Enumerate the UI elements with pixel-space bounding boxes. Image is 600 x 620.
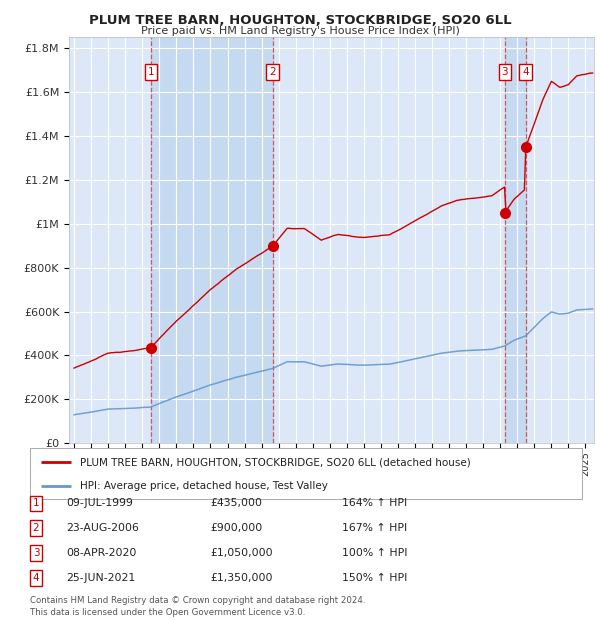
- Text: 25-JUN-2021: 25-JUN-2021: [66, 573, 135, 583]
- Text: 2: 2: [269, 67, 276, 77]
- Text: £435,000: £435,000: [210, 498, 262, 508]
- Text: PLUM TREE BARN, HOUGHTON, STOCKBRIDGE, SO20 6LL (detached house): PLUM TREE BARN, HOUGHTON, STOCKBRIDGE, S…: [80, 458, 470, 467]
- Text: 1: 1: [32, 498, 40, 508]
- Text: 23-AUG-2006: 23-AUG-2006: [66, 523, 139, 533]
- Text: PLUM TREE BARN, HOUGHTON, STOCKBRIDGE, SO20 6LL: PLUM TREE BARN, HOUGHTON, STOCKBRIDGE, S…: [89, 14, 511, 27]
- Text: HPI: Average price, detached house, Test Valley: HPI: Average price, detached house, Test…: [80, 481, 328, 491]
- Text: Contains HM Land Registry data © Crown copyright and database right 2024.
This d: Contains HM Land Registry data © Crown c…: [30, 596, 365, 617]
- Text: 4: 4: [523, 67, 529, 77]
- Text: 08-APR-2020: 08-APR-2020: [66, 548, 136, 558]
- Text: £900,000: £900,000: [210, 523, 262, 533]
- Text: 2: 2: [32, 523, 40, 533]
- Text: 150% ↑ HPI: 150% ↑ HPI: [342, 573, 407, 583]
- Text: 1: 1: [148, 67, 154, 77]
- Text: 4: 4: [32, 573, 40, 583]
- Bar: [151, 37, 272, 443]
- Text: £1,050,000: £1,050,000: [210, 548, 272, 558]
- Text: 167% ↑ HPI: 167% ↑ HPI: [342, 523, 407, 533]
- Text: 09-JUL-1999: 09-JUL-1999: [66, 498, 133, 508]
- Bar: [505, 37, 526, 443]
- Text: 164% ↑ HPI: 164% ↑ HPI: [342, 498, 407, 508]
- Text: Price paid vs. HM Land Registry's House Price Index (HPI): Price paid vs. HM Land Registry's House …: [140, 26, 460, 36]
- Text: 3: 3: [502, 67, 508, 77]
- Text: £1,350,000: £1,350,000: [210, 573, 272, 583]
- Text: 100% ↑ HPI: 100% ↑ HPI: [342, 548, 407, 558]
- Text: 3: 3: [32, 548, 40, 558]
